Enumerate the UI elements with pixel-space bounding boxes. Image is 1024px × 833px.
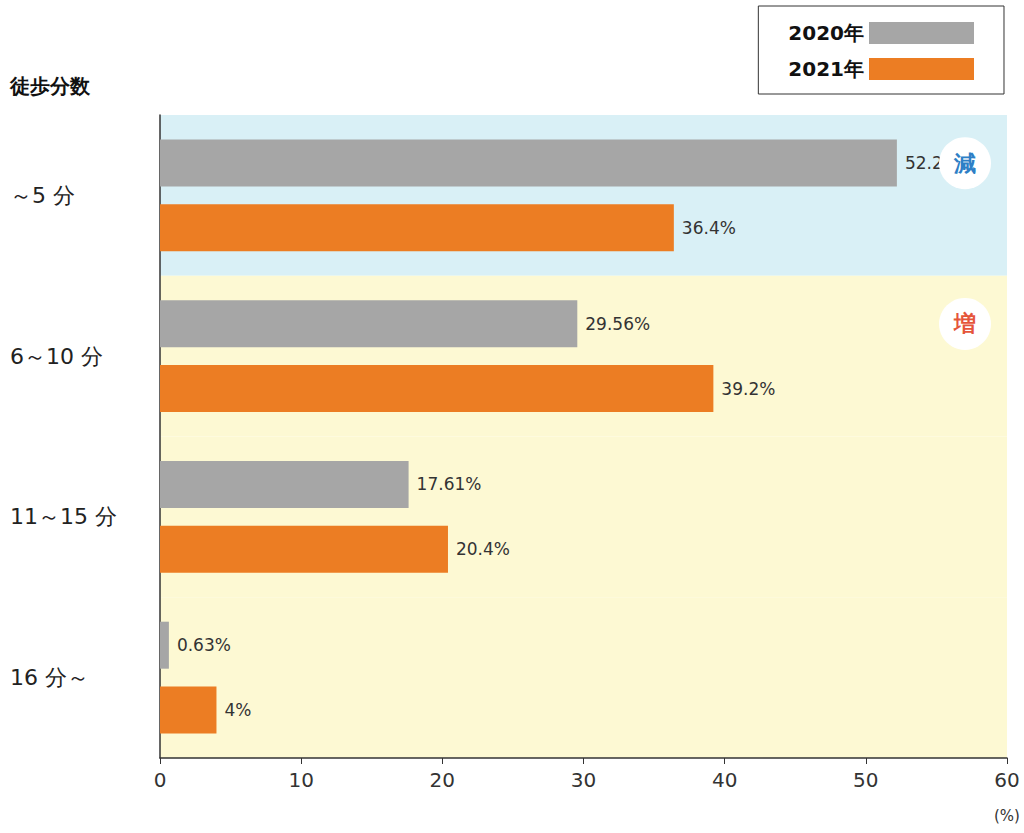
svg-text:(%): (%) bbox=[994, 807, 1020, 825]
svg-text:60: 60 bbox=[994, 768, 1019, 792]
svg-text:50: 50 bbox=[853, 768, 878, 792]
svg-text:2020年: 2020年 bbox=[788, 21, 864, 45]
svg-text:40: 40 bbox=[712, 768, 737, 792]
svg-text:～5 分: ～5 分 bbox=[10, 183, 75, 208]
svg-text:30: 30 bbox=[571, 768, 596, 792]
svg-text:徒歩分数: 徒歩分数 bbox=[9, 74, 91, 98]
svg-text:39.2%: 39.2% bbox=[721, 379, 775, 399]
svg-text:29.56%: 29.56% bbox=[585, 314, 650, 334]
svg-text:11～15 分: 11～15 分 bbox=[10, 504, 117, 529]
svg-text:16 分～: 16 分～ bbox=[10, 665, 89, 690]
svg-text:20.4%: 20.4% bbox=[456, 539, 510, 559]
svg-text:36.4%: 36.4% bbox=[682, 218, 736, 238]
svg-text:17.61%: 17.61% bbox=[417, 474, 482, 494]
svg-text:52.2%: 52.2% bbox=[904, 152, 959, 173]
svg-text:20: 20 bbox=[430, 768, 455, 792]
svg-text:2021年: 2021年 bbox=[788, 57, 864, 81]
svg-text:10: 10 bbox=[288, 768, 313, 792]
svg-text:4%: 4% bbox=[224, 700, 251, 720]
svg-text:0.63%: 0.63% bbox=[177, 635, 231, 655]
svg-text:増: 増 bbox=[953, 311, 976, 336]
svg-text:6～10 分: 6～10 分 bbox=[10, 344, 103, 369]
svg-text:減: 減 bbox=[953, 151, 976, 176]
svg-text:0: 0 bbox=[154, 768, 167, 792]
